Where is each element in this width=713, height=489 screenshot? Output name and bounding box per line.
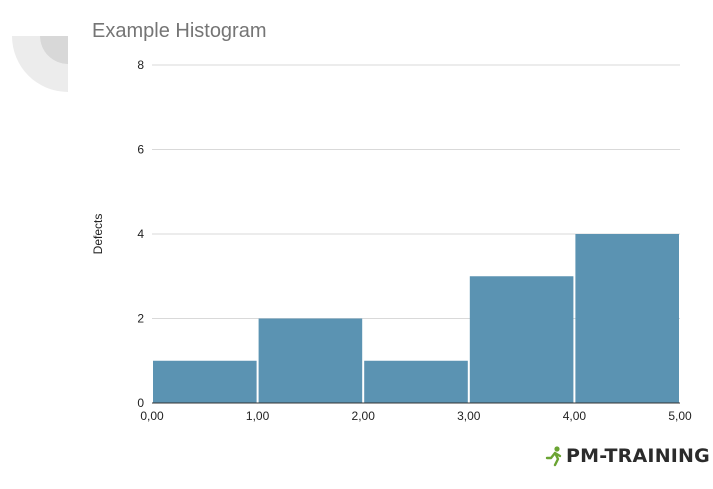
x-tick-label: 2,00 — [352, 409, 376, 423]
histogram-bar — [258, 318, 363, 403]
x-tick-label: 0,00 — [140, 409, 164, 423]
decorative-corner-shape — [12, 36, 68, 92]
y-tick-label: 4 — [137, 227, 144, 241]
pm-training-logo: PM-TRAINING — [544, 444, 710, 468]
y-tick-label: 0 — [137, 396, 144, 410]
x-tick-label: 3,00 — [457, 409, 481, 423]
y-tick-label: 6 — [137, 143, 144, 157]
x-tick-label: 4,00 — [563, 409, 587, 423]
histogram-bar — [364, 360, 468, 403]
histogram-bar — [153, 360, 257, 403]
histogram-bar — [469, 276, 574, 403]
histogram-bar — [575, 234, 679, 403]
runner-figure-icon — [545, 446, 562, 467]
logo-text: PM-TRAINING — [566, 445, 710, 467]
x-tick-label: 1,00 — [246, 409, 270, 423]
y-tick-label: 8 — [137, 58, 144, 72]
x-tick-label: 5,00 — [668, 409, 692, 423]
chart-title: Example Histogram — [92, 20, 267, 42]
y-tick-label: 2 — [137, 312, 144, 326]
y-axis-label: Defects — [91, 214, 105, 255]
